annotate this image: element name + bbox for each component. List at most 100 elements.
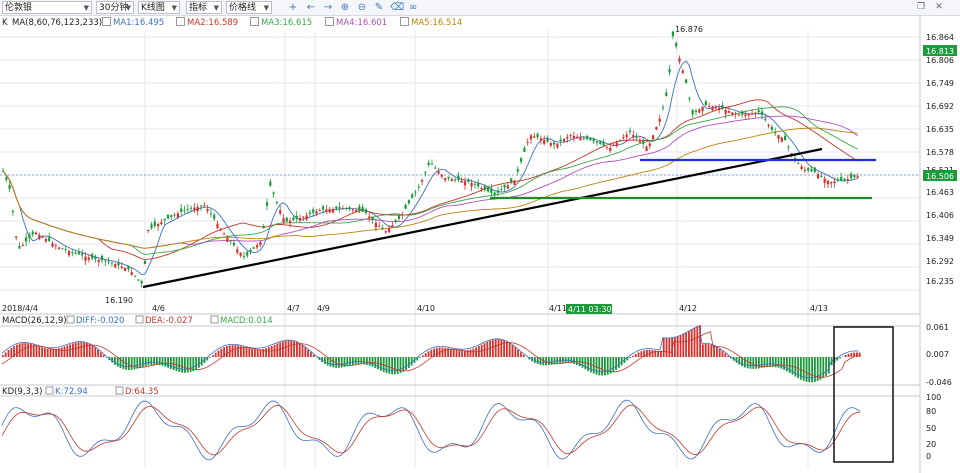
eraser-icon[interactable]: ⌫ bbox=[390, 2, 405, 13]
candle-body bbox=[318, 210, 321, 212]
restore-icon[interactable]: ❐ bbox=[916, 2, 926, 12]
ma1-legend[interactable]: MA1:16.495 bbox=[102, 16, 164, 30]
candle-body bbox=[124, 268, 127, 272]
candle-body bbox=[282, 218, 285, 223]
macd-bar bbox=[296, 341, 298, 357]
macd-bar bbox=[46, 348, 49, 357]
macd-bar bbox=[601, 357, 603, 376]
macd-bar bbox=[287, 340, 290, 357]
candle-body bbox=[186, 208, 189, 210]
macd-bar bbox=[676, 336, 679, 357]
macd-bar bbox=[688, 330, 690, 357]
macd-bar bbox=[94, 347, 97, 357]
candle-body bbox=[721, 105, 724, 109]
macd-bar bbox=[595, 357, 598, 375]
macd-bar bbox=[217, 350, 220, 357]
macd-bar bbox=[853, 352, 855, 357]
macd-bar bbox=[156, 357, 158, 365]
macd-bar bbox=[279, 342, 281, 357]
macd-bar bbox=[262, 348, 265, 357]
price-tick: 16.692 bbox=[926, 102, 954, 111]
macd-bar bbox=[704, 343, 707, 357]
macd-bar bbox=[534, 357, 536, 363]
ma4-legend[interactable]: MA4:16.601 bbox=[325, 16, 387, 30]
macd-bar bbox=[251, 348, 253, 357]
candle-body bbox=[183, 210, 186, 212]
candle-body bbox=[605, 146, 608, 148]
ma3-legend[interactable]: MA3:16.615 bbox=[250, 16, 312, 30]
candle-body bbox=[407, 200, 410, 204]
macd-bar bbox=[422, 355, 424, 357]
macd-bar bbox=[536, 357, 539, 365]
candle-body bbox=[444, 178, 447, 181]
macd-bar bbox=[735, 357, 738, 363]
candle-body bbox=[661, 107, 665, 109]
candle-body bbox=[351, 209, 354, 211]
macd-bar bbox=[696, 326, 699, 357]
macd-bar bbox=[153, 357, 155, 365]
candle-body bbox=[836, 179, 839, 181]
candle-body bbox=[764, 119, 767, 121]
candle-body bbox=[421, 180, 424, 182]
arrow-right-icon[interactable]: → bbox=[323, 2, 333, 13]
highlight-box[interactable] bbox=[833, 326, 894, 463]
checkbox-icon[interactable] bbox=[66, 315, 75, 324]
macd-bar bbox=[492, 339, 494, 357]
ma5-legend[interactable]: MA5:16.514 bbox=[400, 16, 462, 30]
close-icon[interactable]: ✕ bbox=[935, 2, 943, 12]
chart-type-select[interactable]: K线图 ▼ bbox=[138, 1, 180, 14]
checkbox-icon[interactable] bbox=[135, 315, 144, 324]
macd-bar bbox=[354, 357, 357, 365]
candle-body bbox=[830, 181, 833, 184]
macd-bar bbox=[646, 349, 648, 357]
macd-bar bbox=[626, 357, 629, 361]
candle-body bbox=[539, 138, 542, 141]
chart-type-value: K线图 bbox=[141, 3, 165, 13]
ma2-legend[interactable]: MA2:16.589 bbox=[176, 16, 238, 30]
kd-lines bbox=[1, 399, 861, 461]
candle-body bbox=[170, 215, 173, 217]
date-label: 2018/4/4 bbox=[2, 304, 38, 313]
arrow-left-icon[interactable]: ← bbox=[306, 2, 316, 13]
period-select[interactable]: 30分钟 ▼ bbox=[96, 1, 134, 14]
price-line-select[interactable]: 价格线 ▼ bbox=[226, 1, 272, 14]
candle-body bbox=[117, 262, 120, 266]
macd-bar bbox=[763, 357, 766, 368]
candle-body bbox=[312, 209, 315, 213]
pencil-icon[interactable]: ✎ bbox=[374, 2, 384, 13]
checkbox-icon[interactable] bbox=[115, 386, 124, 395]
candle-body bbox=[114, 264, 117, 268]
macd-bar bbox=[819, 357, 822, 380]
link-icon[interactable]: ∞ bbox=[408, 2, 418, 13]
candle-body bbox=[450, 179, 453, 182]
candle-body bbox=[704, 101, 707, 106]
candle-body bbox=[853, 174, 856, 178]
candle-body bbox=[285, 217, 288, 222]
candle-body bbox=[473, 183, 476, 185]
symbol-select[interactable]: 伦敦银 ▼ bbox=[2, 1, 92, 14]
candle-body bbox=[11, 210, 14, 212]
indicator-select[interactable]: 指标 ▼ bbox=[186, 1, 222, 14]
macd-bar bbox=[469, 349, 472, 357]
macd-bar bbox=[794, 357, 797, 377]
candle-body bbox=[130, 271, 133, 275]
checkbox-icon[interactable] bbox=[210, 315, 219, 324]
macd-bar bbox=[447, 348, 449, 357]
macd-bar bbox=[167, 357, 169, 368]
candle-body bbox=[252, 247, 255, 249]
zoom-out-icon[interactable]: ⊖ bbox=[357, 2, 367, 13]
macd-bar bbox=[63, 346, 66, 357]
macd-bar bbox=[419, 357, 421, 358]
checkbox-icon[interactable] bbox=[45, 386, 54, 395]
macd-bar bbox=[604, 357, 606, 376]
crosshair-icon[interactable]: + bbox=[288, 2, 298, 13]
macd-bar bbox=[657, 350, 659, 357]
macd-bar bbox=[550, 357, 553, 365]
uptrend-line[interactable] bbox=[142, 147, 823, 289]
macd-bar bbox=[500, 339, 503, 357]
candle-body bbox=[199, 205, 203, 207]
macd-bar bbox=[758, 357, 760, 369]
zoom-in-icon[interactable]: ⊕ bbox=[340, 2, 350, 13]
macd-bar bbox=[186, 357, 189, 373]
